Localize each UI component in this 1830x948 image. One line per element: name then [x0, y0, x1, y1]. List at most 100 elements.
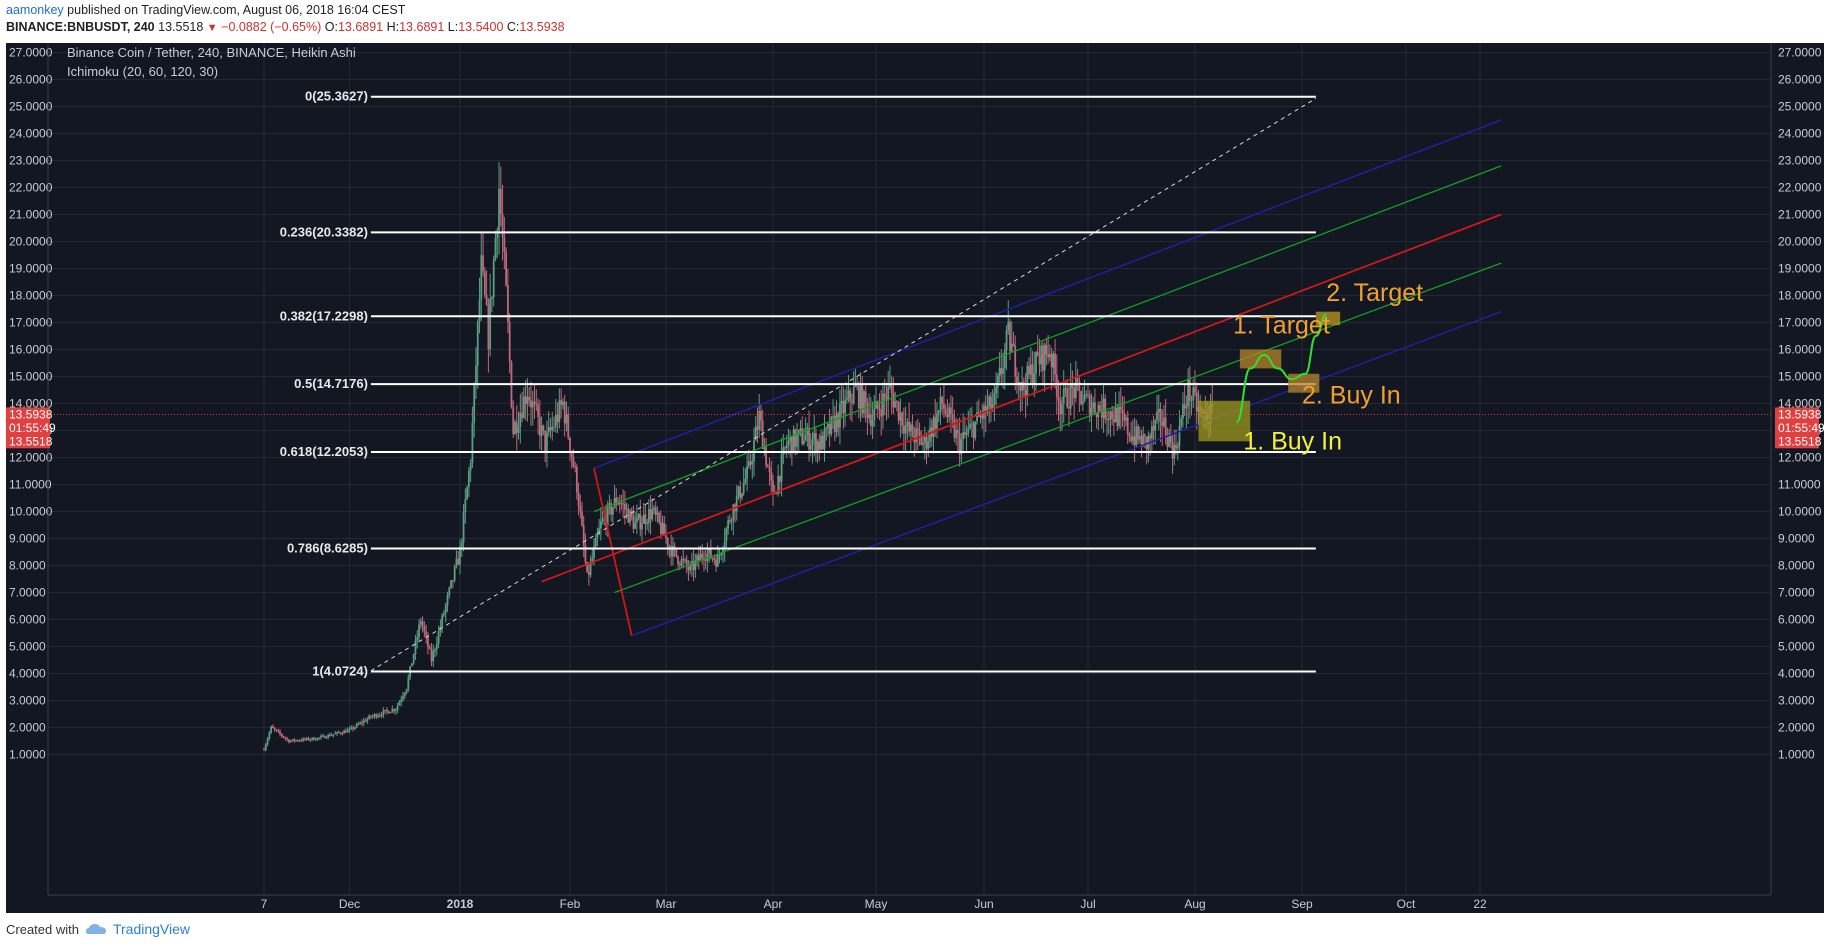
candle-body	[329, 734, 331, 736]
candle-body	[307, 738, 310, 740]
y-tick-label-right: 9.0000	[1778, 532, 1815, 546]
candle-body	[925, 436, 928, 449]
price-chart[interactable]: 0(25.3627) 0.236(20.3382) 0.382(17.2298) 0.…	[6, 43, 1824, 913]
candle-body	[521, 412, 523, 419]
candle-body	[742, 482, 745, 494]
chart-background	[6, 43, 1824, 913]
candle-body	[1125, 417, 1127, 421]
author-link[interactable]: aamonkey	[6, 3, 64, 17]
candle-body	[785, 444, 788, 448]
candle-body	[990, 396, 992, 410]
candle-body	[280, 733, 283, 737]
candle-body	[756, 426, 759, 430]
candle-body	[986, 406, 989, 414]
candle-body	[732, 504, 735, 521]
candle-body	[1048, 354, 1051, 358]
candle-body	[594, 537, 597, 547]
candle-body	[711, 558, 714, 560]
candle-body	[1190, 399, 1193, 401]
candle-body	[582, 525, 585, 546]
candle-body	[1038, 356, 1041, 365]
candle-body	[475, 365, 477, 384]
candle-body	[478, 299, 481, 322]
candle-body	[751, 461, 754, 465]
candle-body	[906, 421, 909, 426]
candle-body	[866, 402, 869, 418]
candle-body	[528, 396, 531, 401]
candle-body	[725, 528, 728, 542]
candle-body	[963, 432, 966, 436]
annotations: 1. Target 2. Target 2. Buy In 1. Buy In	[1233, 279, 1423, 456]
candle-body	[976, 412, 978, 422]
y-tick-label-right: 24.0000	[1778, 127, 1822, 141]
candle-body	[833, 416, 836, 433]
candle-body	[1130, 436, 1133, 442]
candle-body	[775, 493, 778, 495]
symbol-label: BINANCE:BNBUSDT, 240	[6, 20, 155, 34]
candle-body	[1144, 434, 1146, 437]
candle-body	[852, 387, 855, 404]
candle-body	[809, 445, 812, 450]
candle-body	[902, 425, 905, 434]
candle-body	[443, 613, 445, 616]
candle-body	[629, 510, 631, 523]
candle-body	[540, 425, 543, 437]
candle-body	[875, 401, 877, 409]
x-tick-label: Jun	[974, 897, 993, 911]
candle-body	[419, 621, 422, 625]
candle-body	[818, 441, 821, 450]
candle-body	[427, 635, 429, 648]
y-tick-label-left: 11.0000	[9, 478, 52, 492]
candle-body	[378, 715, 381, 717]
fib-retracement[interactable]: 0(25.3627) 0.236(20.3382) 0.382(17.2298) 0.…	[280, 89, 1316, 679]
candle-body	[754, 426, 757, 441]
candle-body	[825, 427, 828, 429]
y-tick-label-right: 27.0000	[1778, 46, 1822, 60]
y-tick-label-right: 16.0000	[1778, 343, 1822, 357]
candle-body	[864, 391, 867, 403]
candle-body	[266, 738, 269, 745]
candle-body	[863, 391, 865, 414]
candle-body	[713, 558, 716, 561]
candle-body	[735, 495, 738, 512]
candle-body	[789, 437, 792, 441]
candle-body	[485, 294, 488, 305]
candle-body	[538, 417, 541, 437]
candle-body	[446, 595, 449, 605]
candle-body	[909, 424, 912, 432]
candle-body	[927, 441, 930, 449]
candle-body	[861, 385, 864, 414]
candle-body	[512, 406, 515, 435]
candle-body	[451, 579, 454, 581]
y-tick-label-right: 1.0000	[1778, 748, 1815, 762]
candle-body	[599, 521, 602, 529]
candle-body	[1036, 351, 1039, 357]
candle-body	[522, 396, 525, 419]
candle-body	[556, 414, 559, 422]
candle-body	[784, 447, 786, 449]
candle-body	[923, 436, 926, 443]
candle-body	[416, 637, 419, 641]
candle-body	[801, 428, 804, 444]
candle-body	[960, 439, 963, 455]
candle-body	[1017, 382, 1020, 385]
candle-body	[718, 554, 721, 556]
candle-body	[1163, 417, 1165, 426]
candle-body	[887, 387, 890, 401]
candle-body	[760, 410, 762, 421]
candle-body	[782, 447, 785, 454]
y-tick-label-left: 22.0000	[9, 181, 53, 195]
candle-body	[956, 430, 959, 434]
candle-body	[797, 429, 800, 435]
candle-body	[878, 408, 881, 411]
candle-body	[591, 558, 594, 563]
candle-body	[1045, 345, 1048, 355]
candle-body	[298, 740, 301, 742]
x-tick-label: Jul	[1080, 897, 1095, 911]
candle-body	[296, 740, 299, 742]
chart-title: Binance Coin / Tether, 240, BINANCE, Hei…	[67, 45, 356, 60]
candle-body	[352, 727, 354, 729]
candle-body	[375, 714, 378, 718]
tradingview-brand[interactable]: TradingView	[112, 921, 191, 937]
candle-body	[1009, 321, 1011, 352]
